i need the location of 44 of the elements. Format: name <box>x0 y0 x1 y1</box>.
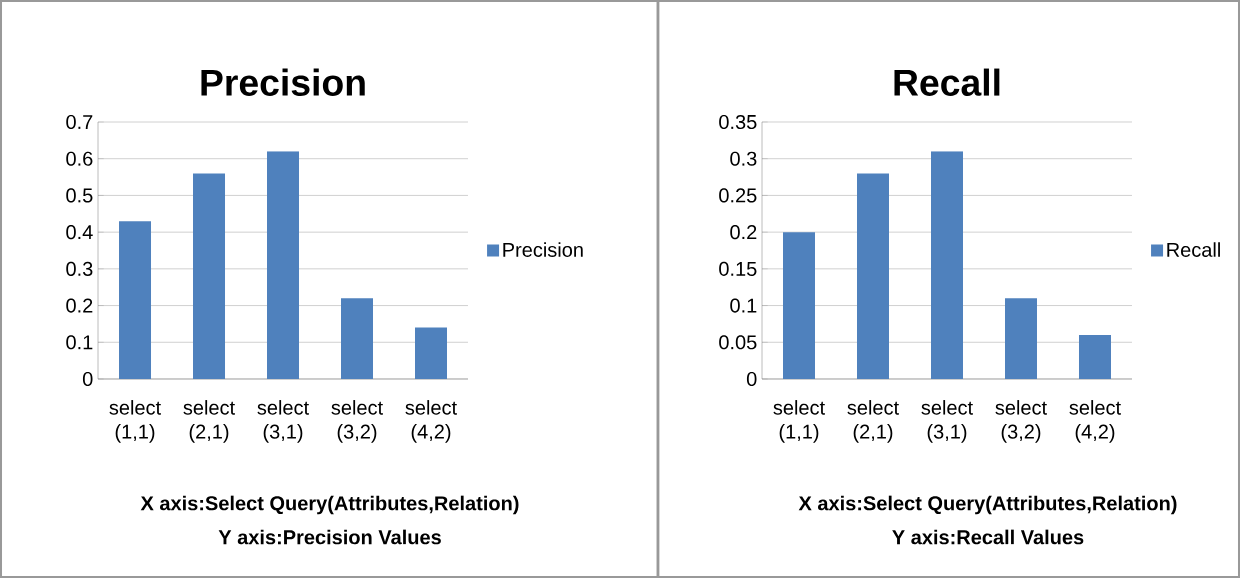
y-tick-label: 0 <box>82 371 93 387</box>
text: X axis:Select Query(Attributes,Relation) <box>798 495 1177 515</box>
y-tick-label: 0.7 <box>66 114 93 130</box>
x-tick-label: select (1,1) <box>109 400 161 443</box>
x-tick-label: select (1,1) <box>773 400 825 443</box>
bar <box>341 298 374 379</box>
y-tick-label: 0.05 <box>719 335 757 350</box>
chart-title: Precision <box>201 68 365 96</box>
x-tick-label: select (3,2) <box>995 400 1047 443</box>
y-tick-label: 0.6 <box>66 151 93 166</box>
legend-label: Precision <box>503 242 583 257</box>
y-tick-label: 0.5 <box>66 188 93 203</box>
x-tick-label: select (2,1) <box>847 400 899 443</box>
text: X axis:Select Query(Attributes,Relation) <box>140 495 519 515</box>
text: Y axis:Precision Values <box>218 529 441 545</box>
x-tick-label: select (2,1) <box>183 400 235 443</box>
bar <box>783 232 815 379</box>
y-tick-label: 0.2 <box>730 225 757 240</box>
legend-label: Recall <box>1167 242 1220 257</box>
bar <box>857 173 889 379</box>
y-tick-label: 0.1 <box>730 298 757 313</box>
x-tick-label: select (3,1) <box>921 400 973 443</box>
y-tick-label: 0.2 <box>66 298 93 313</box>
y-tick-label: 0.35 <box>719 114 757 130</box>
y-tick-label: 0.3 <box>66 261 93 276</box>
y-tick-label: 0.3 <box>730 151 757 166</box>
y-tick-label: 0 <box>746 371 757 387</box>
y-tick-label: 0.1 <box>66 335 93 350</box>
bar <box>1079 334 1111 379</box>
bar <box>931 151 963 379</box>
x-tick-label: select (3,1) <box>257 400 309 443</box>
x-tick-label: select (3,2) <box>331 400 383 443</box>
bar <box>1005 298 1037 379</box>
x-tick-label: select (4,2) <box>1069 400 1121 443</box>
text: Y axis:Recall Values <box>892 529 1084 545</box>
y-tick-label: 0.15 <box>719 261 757 276</box>
y-tick-label: 0.4 <box>66 225 93 240</box>
bar <box>193 173 226 379</box>
bar <box>119 221 152 379</box>
bar <box>267 151 300 379</box>
chart-title: Recall <box>894 68 1000 96</box>
y-tick-label: 0.25 <box>719 188 757 203</box>
bar <box>415 327 447 379</box>
x-tick-label: select (4,2) <box>405 400 457 443</box>
